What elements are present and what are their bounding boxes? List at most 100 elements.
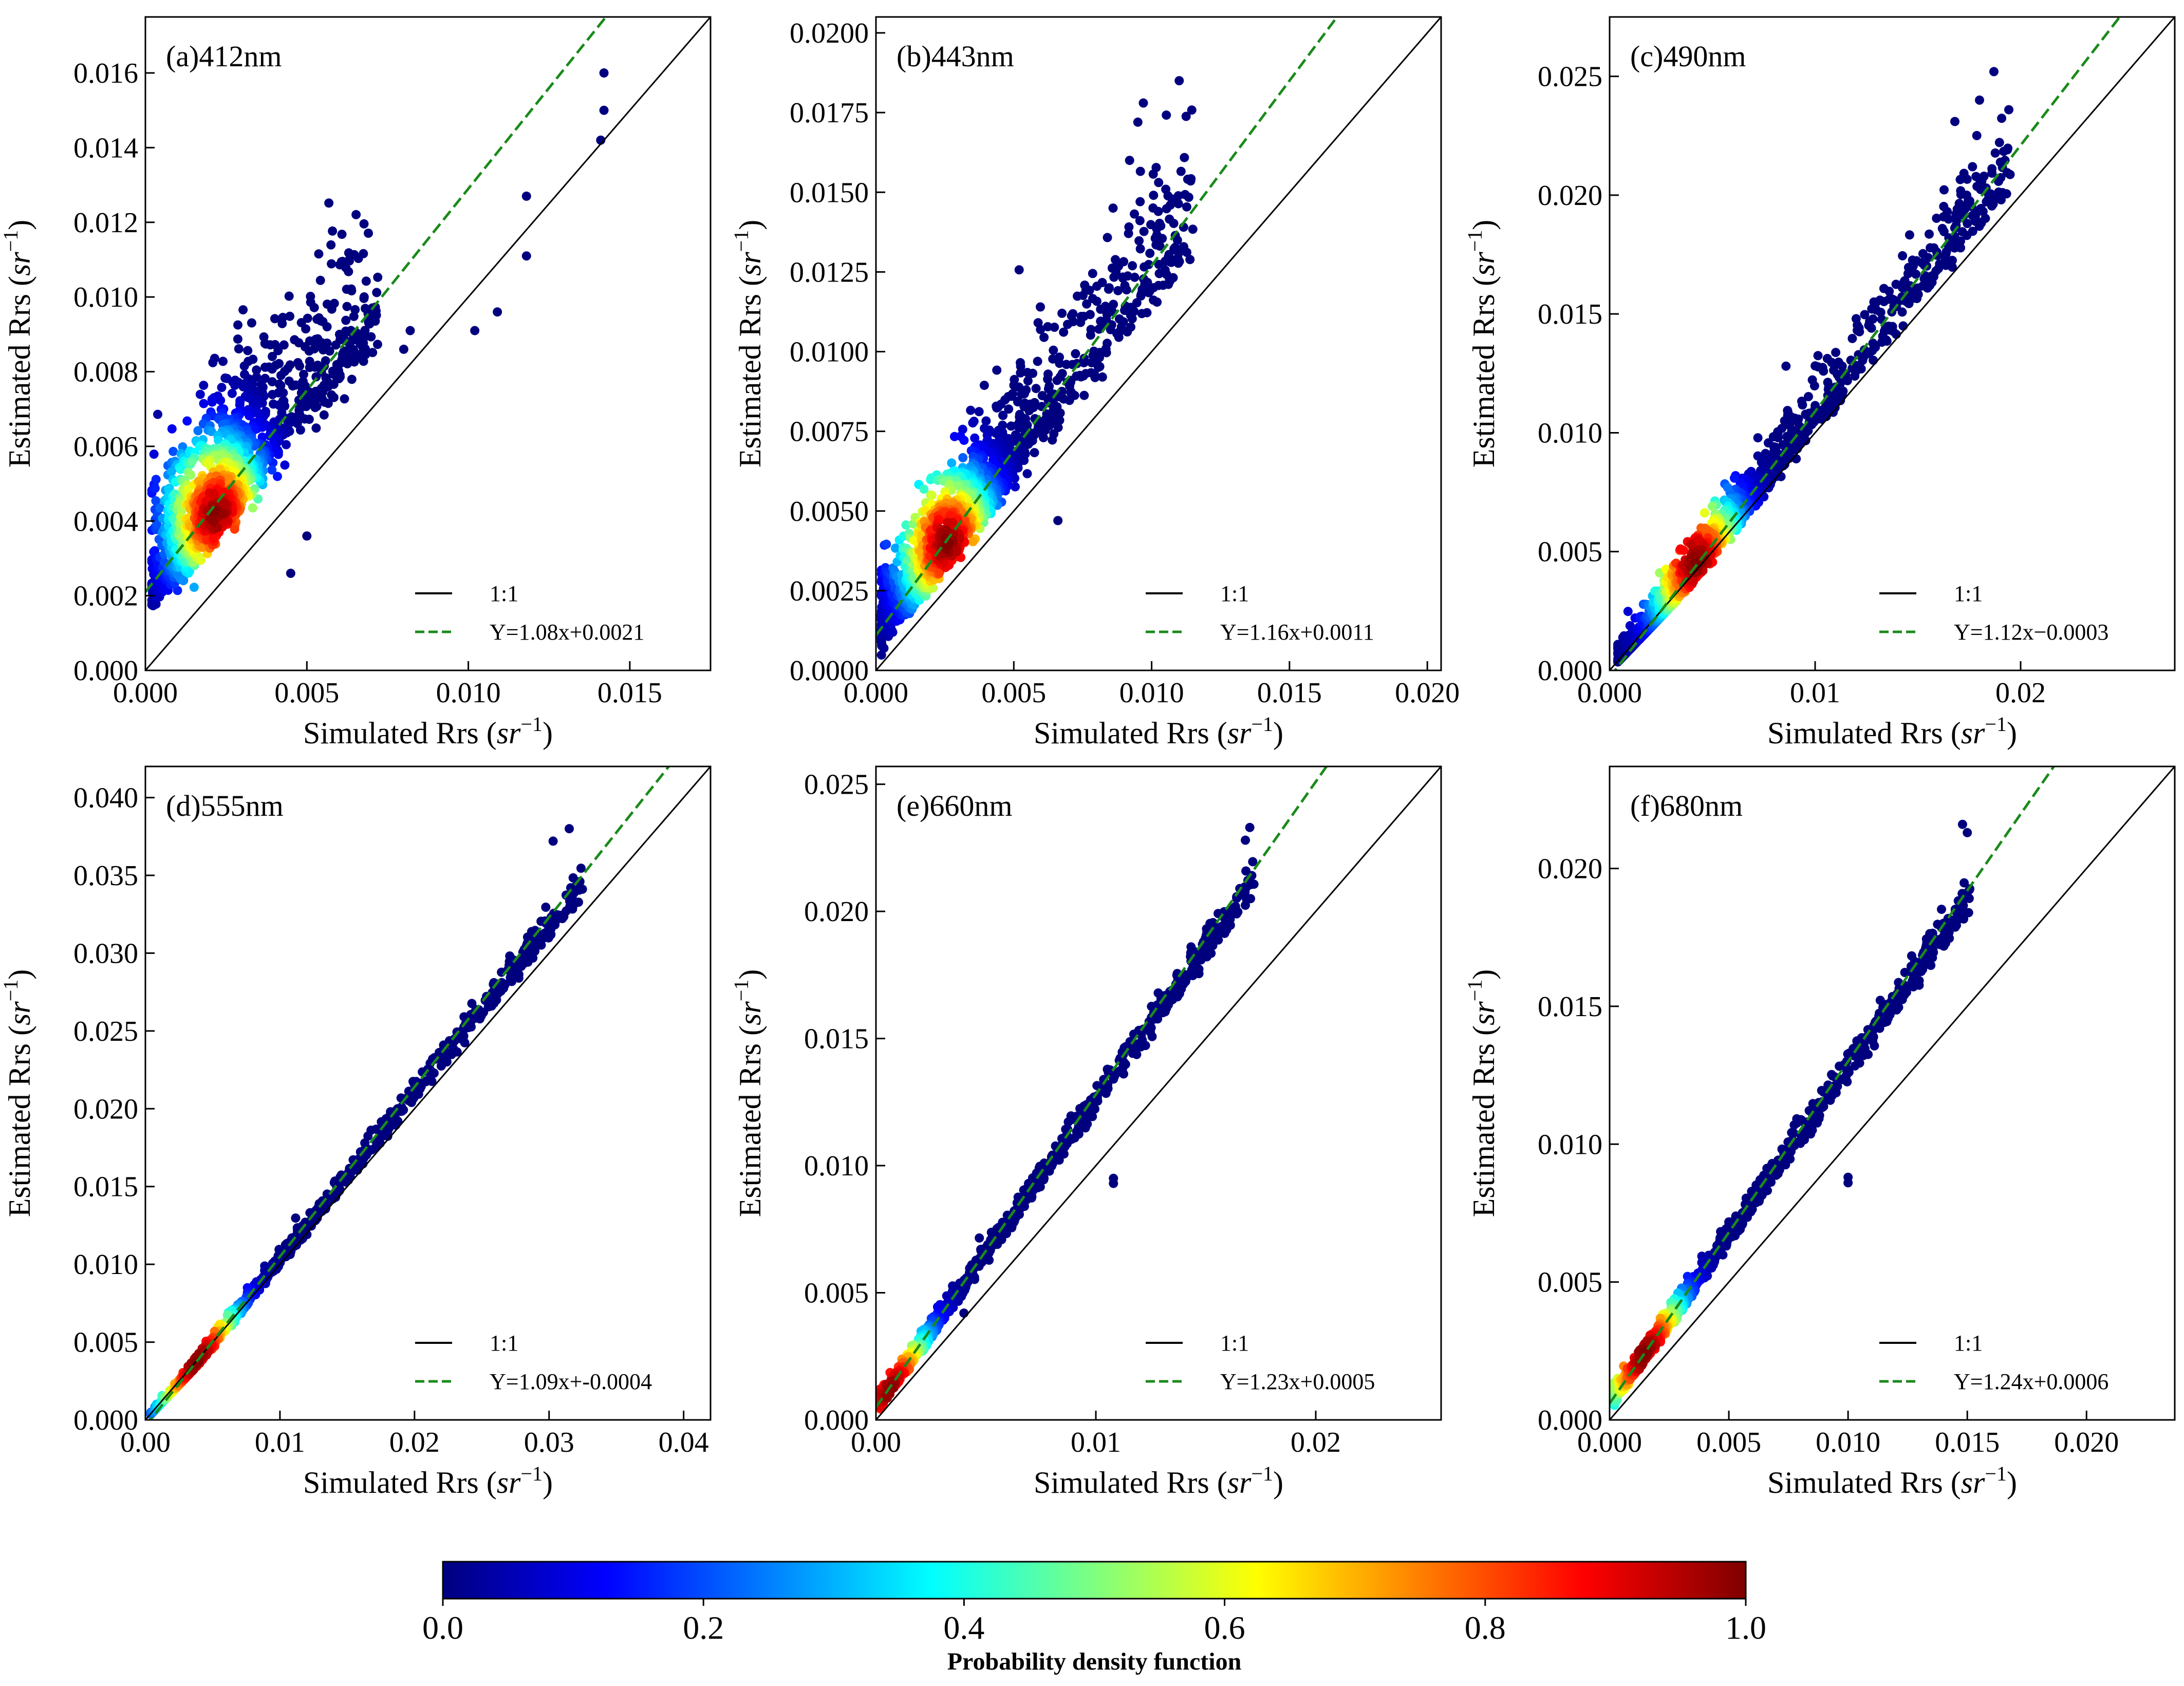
scatter-point [365, 319, 375, 329]
scatter-point [319, 410, 329, 420]
scatter-point [1729, 473, 1739, 483]
scatter-point [1108, 203, 1118, 213]
scatter-point [1780, 416, 1789, 426]
scatter-point [1957, 227, 1967, 237]
scatter-point [1151, 240, 1161, 250]
scatter-point [1679, 546, 1689, 555]
one-to-one-line [1610, 17, 2175, 670]
scatter-point [1810, 361, 1820, 371]
scatter-point [1187, 105, 1197, 115]
scatter-point [1057, 308, 1067, 318]
scatter-point [1114, 314, 1124, 324]
outlier-point [596, 135, 606, 145]
scatter-point [1182, 202, 1191, 212]
scatter-point [1139, 227, 1149, 236]
legend-label-one-to-one: 1:1 [490, 581, 518, 606]
scatter-point [285, 311, 294, 321]
legend: 1:1Y=1.12x−0.0003 [1879, 581, 2108, 645]
one-to-one-line [876, 17, 1441, 670]
scatter-point [1798, 400, 1807, 410]
scatter-point [359, 357, 368, 366]
scatter-point [1120, 306, 1129, 315]
scatter-point [1162, 110, 1171, 120]
outlier-point [1138, 98, 1148, 108]
scatter-point [1847, 333, 1857, 343]
legend: 1:1 Y=1.08x+0.0021 [415, 581, 644, 645]
scatter-point [363, 1131, 373, 1141]
legend-label-fit: Y=1.12x−0.0003 [1954, 620, 2108, 645]
scatter-point [290, 335, 300, 345]
scatter-point [324, 198, 334, 208]
scatter-point [1096, 316, 1106, 326]
scatter-point [284, 377, 294, 386]
scatter-point [1061, 360, 1071, 369]
scatter-point [1113, 286, 1123, 295]
scatter-point [1938, 212, 1948, 222]
scatter-point [282, 440, 291, 449]
scatter-point [1903, 269, 1913, 278]
axes-frame [1609, 16, 2176, 671]
scatter-point [151, 496, 161, 505]
scatter-point [326, 240, 336, 250]
scatter-point [1898, 251, 1908, 260]
scatter-point [1172, 235, 1182, 245]
scatter-point [1972, 130, 1982, 140]
scatter-point [167, 424, 177, 434]
y-tick-label: 0.012 [73, 207, 138, 239]
outlier-point [521, 191, 531, 201]
scatter-point [1062, 320, 1072, 329]
scatter-point [187, 457, 197, 466]
x-tick-label: 0.010 [1119, 677, 1184, 709]
y-tick-label: 0.0050 [790, 496, 869, 528]
x-tick-label: 0.005 [274, 677, 339, 709]
scatter-point [176, 464, 185, 474]
scatter-point [208, 514, 218, 523]
scatter-point [277, 319, 287, 328]
scatter-point [1050, 323, 1059, 332]
scatter-point [1017, 389, 1026, 399]
scatter-point [1939, 185, 1949, 195]
outlier-point [405, 326, 415, 335]
scatter-point [1134, 236, 1144, 246]
scatter-point [1918, 249, 1928, 258]
scatter-point [273, 346, 283, 355]
scatter-point [335, 260, 345, 270]
outlier-point [1950, 117, 1959, 126]
scatter-point [1623, 607, 1633, 616]
scatter-point [1962, 174, 1972, 184]
y-tick-label: 0.015 [1538, 298, 1602, 330]
scatter-point [2004, 105, 2013, 115]
x-tick-label: 0.000 [113, 677, 178, 709]
plot-area [145, 766, 711, 1420]
scatter-point [1049, 345, 1058, 355]
scatter-point [209, 534, 218, 544]
scatter-point [1145, 249, 1155, 258]
panel-label: (b)443nm [897, 40, 1014, 73]
scatter-point [1004, 404, 1014, 414]
y-tick-label: 0.014 [73, 132, 138, 164]
scatter-point [1853, 326, 1862, 335]
axes-frame [875, 16, 1442, 671]
scatter-point [968, 418, 978, 428]
scatter-point [151, 475, 161, 484]
outlier-point [470, 326, 480, 335]
plot-area [1610, 17, 2175, 670]
scatter-point [1898, 321, 1908, 331]
scatter-point [342, 285, 351, 294]
scatter-point [1031, 384, 1041, 394]
scatter-point [1066, 388, 1076, 398]
scatter-point [186, 470, 196, 480]
scatter-point [1925, 229, 1934, 239]
y-tick-label: 0.010 [73, 282, 138, 313]
scatter-point [1039, 332, 1049, 342]
scatter-point [1723, 482, 1732, 492]
scatter-point [1033, 357, 1042, 366]
legend-label-fit: Y=1.08x+0.0021 [490, 620, 644, 645]
scatter-point [1036, 302, 1045, 312]
scatter-point [280, 460, 290, 470]
scatter-point [1006, 421, 1016, 431]
scatter-point [315, 275, 325, 285]
scatter-point [218, 498, 228, 508]
scatter-point [1939, 201, 1949, 211]
scatter-point [1994, 177, 2003, 186]
